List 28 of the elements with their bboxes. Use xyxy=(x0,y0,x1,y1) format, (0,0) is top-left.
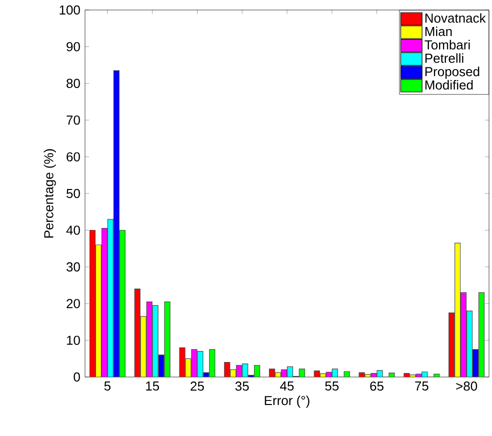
y-tick-label: 70 xyxy=(66,115,80,125)
x-tick-label: 55 xyxy=(325,382,339,391)
legend-label: Petrelli xyxy=(425,53,464,63)
x-tick-label: 25 xyxy=(190,382,204,391)
x-tick-label: 45 xyxy=(280,382,294,391)
y-axis-title: Percentage (%) xyxy=(44,149,56,238)
y-tick-label: 60 xyxy=(66,152,80,162)
x-tick-label: 65 xyxy=(370,382,384,391)
y-tick-label: 80 xyxy=(66,78,80,88)
y-tick-label: 0 xyxy=(74,372,80,382)
y-tick-label: 100 xyxy=(60,5,80,15)
x-tick-label: 5 xyxy=(104,382,111,391)
y-tick-label: 90 xyxy=(66,42,80,52)
legend-label: Tombari xyxy=(424,40,470,50)
x-axis-title: Error (°) xyxy=(264,396,310,408)
y-tick-label: 50 xyxy=(66,188,80,198)
y-tick-label: 20 xyxy=(66,298,80,308)
y-tick-label: 40 xyxy=(66,226,80,235)
x-tick-label: 75 xyxy=(415,382,428,391)
legend-label: Proposed xyxy=(425,66,480,79)
x-tick-label: 35 xyxy=(235,382,249,391)
y-tick-label: 30 xyxy=(66,262,80,272)
legend-label: Mian xyxy=(425,26,452,36)
x-tick-label: 15 xyxy=(146,382,160,391)
legend-label: Modified xyxy=(425,80,473,90)
y-tick-label: 10 xyxy=(66,336,80,345)
x-tick-label: >80 xyxy=(456,382,478,391)
legend-label: Novatnack xyxy=(425,13,486,23)
